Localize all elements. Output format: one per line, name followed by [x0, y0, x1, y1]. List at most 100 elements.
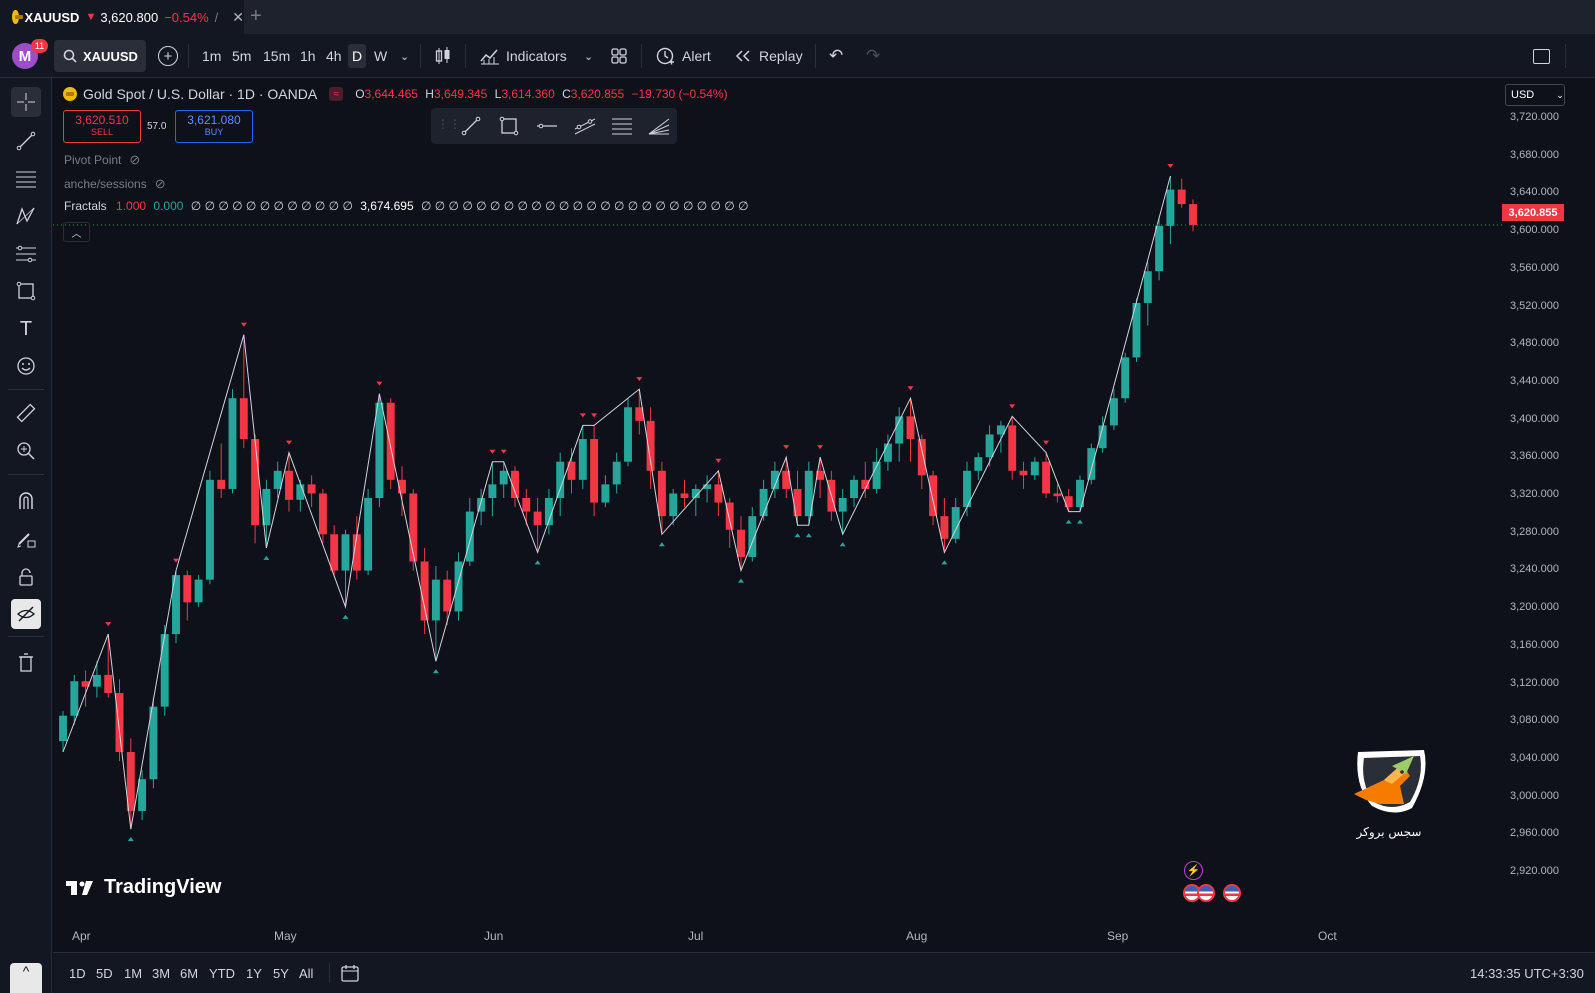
eye-hidden-icon[interactable]: ⊘: [154, 176, 166, 191]
chart-type-button[interactable]: [434, 46, 452, 71]
collapse-legend-button[interactable]: ︿: [63, 222, 90, 242]
tradingview-watermark[interactable]: TradingView: [66, 876, 221, 899]
range-5y[interactable]: 5Y: [273, 965, 289, 981]
fractal-up-marker: [489, 449, 496, 454]
go-to-date-calendar-icon[interactable]: [341, 964, 359, 987]
current-price-label: 3,620.855: [1502, 204, 1564, 221]
magnet-icon[interactable]: [11, 486, 41, 516]
clock-time[interactable]: 14:33:35 UTC+3:30: [1470, 965, 1584, 981]
prediction-tool-icon[interactable]: [11, 239, 41, 269]
range-5d[interactable]: 5D: [96, 965, 113, 981]
parallel-channel-icon[interactable]: [574, 116, 596, 136]
fib-retracement-icon[interactable]: [611, 116, 633, 136]
series-title[interactable]: Gold Spot / U.S. Dollar · 1D · OANDA: [83, 86, 318, 102]
alert-button[interactable]: Alert: [655, 34, 711, 78]
undo-icon[interactable]: ↶: [829, 46, 844, 65]
emoji-icon[interactable]: [11, 351, 41, 381]
price-tick-label: 3,040.000: [1510, 751, 1559, 764]
interval-4h[interactable]: 4h: [326, 48, 342, 64]
bottom-tool-icon[interactable]: ^: [10, 963, 42, 993]
economic-event-flags[interactable]: [1183, 884, 1241, 902]
candle-body: [364, 498, 373, 571]
range-6m[interactable]: 6M: [180, 965, 199, 981]
pattern-tool-icon[interactable]: [11, 201, 41, 231]
range-1y[interactable]: 1Y: [246, 965, 262, 981]
buy-button[interactable]: 3,621.080 BUY: [175, 110, 253, 143]
zoom-in-icon[interactable]: [11, 436, 41, 466]
candle-body: [556, 461, 565, 498]
text-tool-icon[interactable]: T: [19, 317, 33, 340]
replay-button[interactable]: Replay: [735, 34, 803, 78]
crosshair-icon[interactable]: [11, 87, 41, 117]
tradingview-logo-icon: [66, 880, 93, 895]
month-tick-label: Apr: [72, 929, 91, 943]
candle-body: [793, 488, 802, 517]
currency-selector[interactable]: USD ⌄: [1505, 84, 1565, 106]
rectangle-tool-icon[interactable]: [499, 116, 519, 136]
interval-15m[interactable]: 15m: [263, 48, 291, 64]
hide-drawings-icon[interactable]: [11, 599, 41, 629]
layouts-grid-button[interactable]: [611, 48, 627, 69]
new-tab-button[interactable]: +: [250, 5, 262, 27]
fractal-up-marker: [286, 440, 292, 445]
time-axis[interactable]: [53, 914, 1502, 952]
fib-lines-icon[interactable]: [11, 164, 41, 194]
fractal-down-marker: [839, 542, 846, 547]
fib-fan-icon[interactable]: [648, 116, 670, 136]
indicators-dropdown-chevron-icon[interactable]: ⌄: [584, 50, 594, 63]
chevron-up-icon: ︿: [71, 228, 82, 240]
horizontal-ray-icon[interactable]: [536, 116, 558, 136]
month-tick-label: Jul: [688, 929, 704, 943]
drag-handle-icon[interactable]: ⋮⋮: [437, 117, 461, 131]
interval-5m[interactable]: 5m: [232, 48, 252, 64]
interval-1m[interactable]: 1m: [202, 48, 222, 64]
fractals-empty-a: ∅ ∅ ∅ ∅ ∅ ∅ ∅ ∅ ∅ ∅ ∅ ∅: [190, 199, 353, 213]
eye-hidden-icon[interactable]: ⊘: [129, 152, 141, 167]
tab-close-icon[interactable]: ✕: [232, 8, 244, 25]
symbol-search-button[interactable]: XAUUSD: [54, 40, 146, 72]
candle-body: [1155, 225, 1164, 272]
candle-body: [115, 693, 124, 752]
candle-body: [409, 493, 418, 562]
range-1d[interactable]: 1D: [69, 965, 86, 981]
range-ytd[interactable]: YTD: [209, 965, 235, 981]
indicator-sessions[interactable]: anche/sessions ⊘: [64, 176, 166, 192]
candle-body: [635, 407, 644, 421]
compare-add-button[interactable]: +: [158, 46, 178, 66]
interval-w[interactable]: W: [374, 48, 388, 64]
candle-body: [420, 561, 429, 621]
indicators-button[interactable]: Indicators: [480, 34, 567, 78]
toolbar-divider: [815, 44, 816, 68]
price-chart[interactable]: [53, 79, 1502, 919]
range-1m[interactable]: 1M: [124, 965, 143, 981]
fractal-up-marker: [715, 458, 722, 463]
interval-d-active[interactable]: D: [348, 44, 366, 68]
interval-dropdown-chevron-icon[interactable]: ⌄: [400, 50, 410, 63]
chart-tab[interactable]: XAUUSD ▼ 3,620.800 −0.54% / ✕: [0, 0, 244, 34]
chart-pane[interactable]: Gold Spot / U.S. Dollar · 1D · OANDA ≈ O…: [53, 79, 1595, 952]
fractal-up-marker: [783, 445, 790, 450]
indicator-pivot-point[interactable]: Pivot Point ⊘: [64, 152, 140, 168]
grid-icon: [611, 48, 627, 64]
trend-line-icon[interactable]: [11, 126, 41, 156]
sell-button[interactable]: 3,620.510 SELL: [63, 110, 141, 143]
open-label: O: [355, 87, 365, 101]
range-3m[interactable]: 3M: [152, 965, 171, 981]
fullscreen-window-icon[interactable]: [1533, 49, 1550, 64]
event-lightning-icon[interactable]: ⚡: [1184, 861, 1203, 880]
shape-rectangle-icon[interactable]: [11, 276, 41, 306]
line-tool-icon[interactable]: [461, 116, 481, 136]
lock-icon[interactable]: [11, 562, 41, 592]
range-all[interactable]: All: [299, 965, 314, 981]
price-axis[interactable]: USD ⌄ 3,720.000 3,680.000 3,640.000 3,600.0…: [1502, 79, 1595, 952]
stay-in-drawing-mode-icon[interactable]: [11, 524, 41, 554]
trash-icon[interactable]: [11, 648, 41, 678]
interval-1h[interactable]: 1h: [300, 48, 316, 64]
indicator-fractals[interactable]: Fractals 1.000 0.000 ∅ ∅ ∅ ∅ ∅ ∅ ∅ ∅ ∅ ∅…: [64, 199, 749, 213]
redo-icon[interactable]: ↷: [866, 46, 881, 65]
low-value: 3,614.360: [501, 87, 555, 101]
ruler-icon[interactable]: [11, 398, 41, 428]
candle-body: [590, 439, 599, 503]
zigzag-line[interactable]: [62, 175, 1171, 830]
candle-body: [126, 752, 135, 811]
